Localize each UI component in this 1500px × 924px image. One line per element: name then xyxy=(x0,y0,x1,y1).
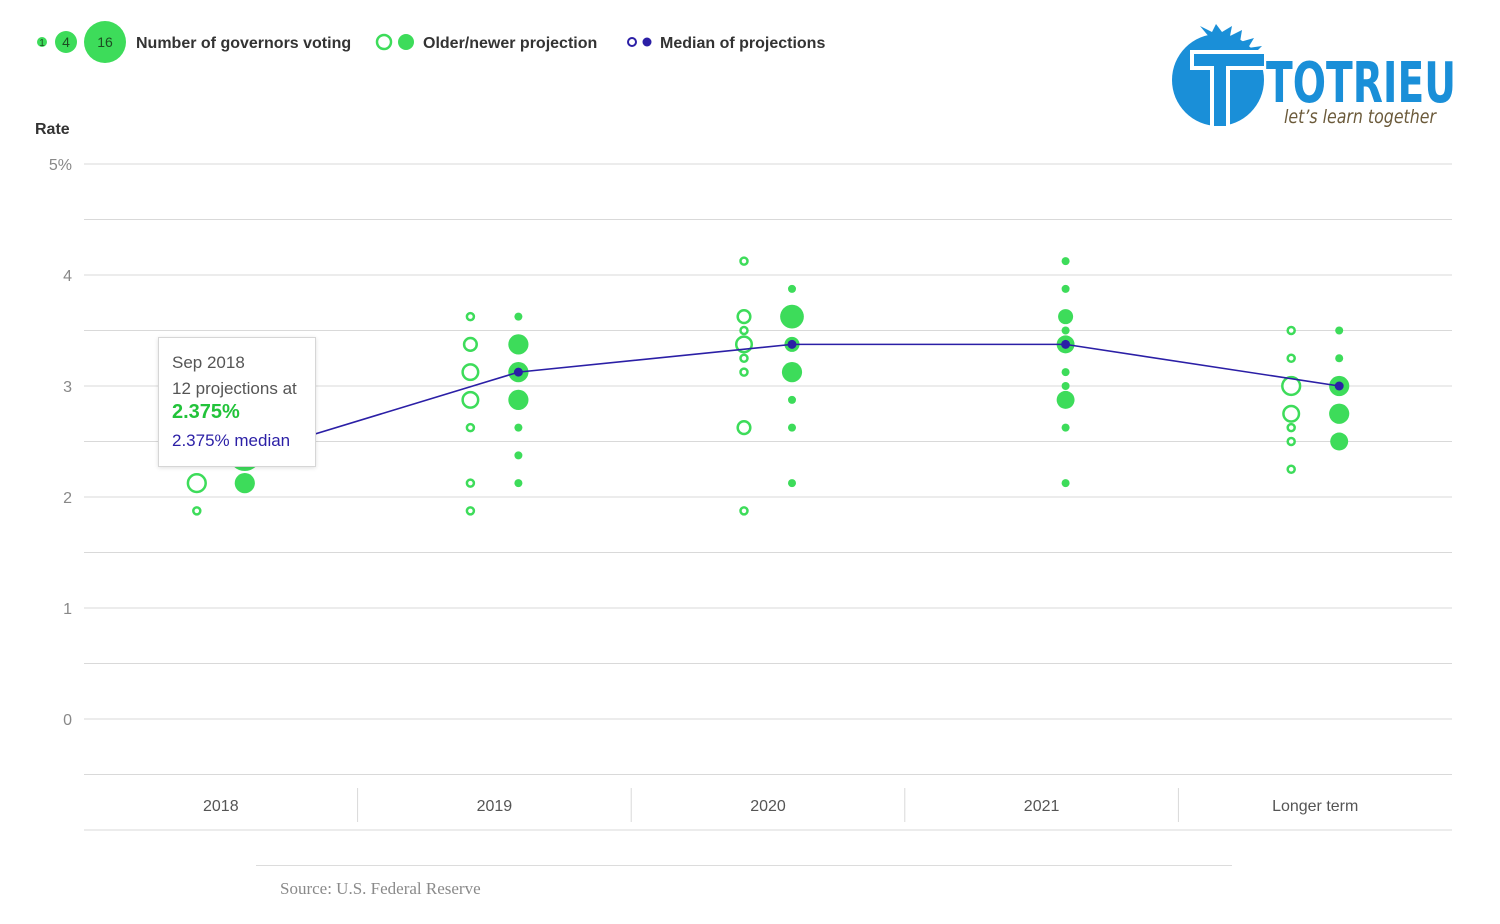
logo-tagline: let’s learn together xyxy=(1284,106,1437,128)
y-ticks: 5% 4 3 2 1 0 xyxy=(49,157,72,729)
y-tick-label: 2 xyxy=(63,490,72,507)
newer-projection-dot xyxy=(1335,354,1344,363)
newer-projection-dot xyxy=(1330,432,1349,451)
newer-projection-dot xyxy=(1061,284,1070,293)
tooltip-median: 2.375% median xyxy=(172,431,291,450)
legend-median-label: Median of projections xyxy=(660,35,825,52)
newer-projection-dot xyxy=(508,334,529,355)
older-projection-dot xyxy=(1286,325,1296,336)
older-projection-dot xyxy=(1281,375,1302,397)
legend-older-dot xyxy=(375,33,393,51)
newer-projection-dot xyxy=(1061,326,1070,335)
tooltip-count: 12 projections at xyxy=(172,379,297,398)
logo-t-inner-bar xyxy=(1194,54,1264,66)
y-tick-label: 0 xyxy=(63,712,72,729)
grid xyxy=(84,163,1452,831)
y-tick-label: 1 xyxy=(63,601,72,618)
newer-projection-dot xyxy=(508,389,529,410)
tooltip-date: Sep 2018 xyxy=(172,353,245,372)
hover-tooltip: Sep 2018 12 projections at 2.375% 2.375%… xyxy=(158,337,316,467)
legend-size-dot-medium xyxy=(55,31,77,53)
older-projection-dot xyxy=(1286,464,1296,474)
totrieu-logo: TOTRIEU let’s learn together xyxy=(1172,24,1456,128)
newer-projection-dot xyxy=(1061,382,1070,390)
older-projection-dot xyxy=(465,478,476,488)
legend-median-older-dot xyxy=(627,37,637,47)
newer-projection-dot xyxy=(1056,390,1075,409)
x-tick-label: 2019 xyxy=(477,798,513,815)
older-projection-dot xyxy=(739,367,749,377)
source-note: Source: U.S. Federal Reserve xyxy=(280,879,481,898)
newer-projection-dot xyxy=(234,473,255,494)
older-projection-dot xyxy=(739,353,749,363)
x-tick-label: 2018 xyxy=(203,798,239,815)
newer-projection-dot xyxy=(1061,479,1070,488)
legend-size-value-small: 1 xyxy=(39,38,45,49)
older-projection-dot xyxy=(739,325,749,336)
tooltip-value: 2.375% xyxy=(172,401,240,423)
older-projection-dot xyxy=(461,363,480,382)
x-tick-label: 2021 xyxy=(1024,798,1060,815)
older-projection-dot xyxy=(465,311,476,322)
legend-median-newer-dot xyxy=(642,37,652,47)
x-tick-label: 2020 xyxy=(750,798,786,815)
legend-newer-dot xyxy=(398,34,414,50)
newer-projection-dot xyxy=(788,423,796,432)
logo-t-inner xyxy=(1214,54,1226,126)
y-tick-label: 5% xyxy=(49,157,72,174)
y-tick-label: 3 xyxy=(63,379,72,396)
legend-size-dot-small xyxy=(37,37,47,47)
older-projection-dot xyxy=(1286,422,1296,433)
older-projection-dot xyxy=(465,422,476,433)
newer-projection-dot xyxy=(788,479,796,488)
y-axis-title: Rate xyxy=(35,121,70,138)
legend-size-value-large: 16 xyxy=(97,34,113,50)
newer-projection-dot xyxy=(788,284,796,293)
older-projection-dot xyxy=(1282,404,1301,423)
older-projection-dot xyxy=(465,506,476,516)
older-projection-dot xyxy=(739,506,749,516)
older-projection-dot xyxy=(736,309,752,325)
legend-size-dot-large xyxy=(84,21,126,63)
older-projection-dot xyxy=(1286,436,1296,447)
newer-projection-dot xyxy=(788,395,796,404)
older-projection-dot xyxy=(739,256,749,266)
newer-projection-dot xyxy=(1329,403,1350,424)
median-point xyxy=(513,367,523,377)
median-point xyxy=(1334,381,1344,391)
x-ticks: 2018 2019 2020 2021 Longer term xyxy=(203,788,1358,822)
x-tick-label: Longer term xyxy=(1272,798,1358,815)
legend-projection-label: Older/newer projection xyxy=(423,35,597,52)
newer-projection-dot xyxy=(781,362,803,383)
older-projection-dot xyxy=(736,420,752,436)
legend-size-value-medium: 4 xyxy=(62,34,70,50)
newer-projection-dot xyxy=(780,304,804,329)
newer-projection-dot xyxy=(514,312,523,321)
newer-projection-dot xyxy=(514,451,523,460)
newer-projection-dot xyxy=(1061,423,1070,432)
y-tick-label: 4 xyxy=(63,268,72,285)
older-projection-dot xyxy=(461,390,480,409)
newer-projection-dot xyxy=(1058,309,1074,325)
newer-projection-dot xyxy=(514,479,523,488)
logo-wordmark: TOTRIEU xyxy=(1266,51,1456,116)
older-projection-dot xyxy=(186,472,207,494)
newer-projection-dot xyxy=(1061,257,1070,266)
legend: 1 4 16 Number of governors voting Older/… xyxy=(37,21,825,63)
source-divider xyxy=(256,865,1232,866)
median-point xyxy=(787,339,797,349)
older-projection-dot xyxy=(462,336,478,352)
older-projection-dot xyxy=(1286,353,1296,363)
newer-projection-dot xyxy=(1061,368,1070,377)
older-projection-dot xyxy=(192,506,202,516)
legend-size-label: Number of governors voting xyxy=(136,35,351,52)
median-point xyxy=(1061,339,1071,349)
newer-projection-dot xyxy=(514,423,523,432)
newer-projection-dot xyxy=(1335,326,1344,335)
